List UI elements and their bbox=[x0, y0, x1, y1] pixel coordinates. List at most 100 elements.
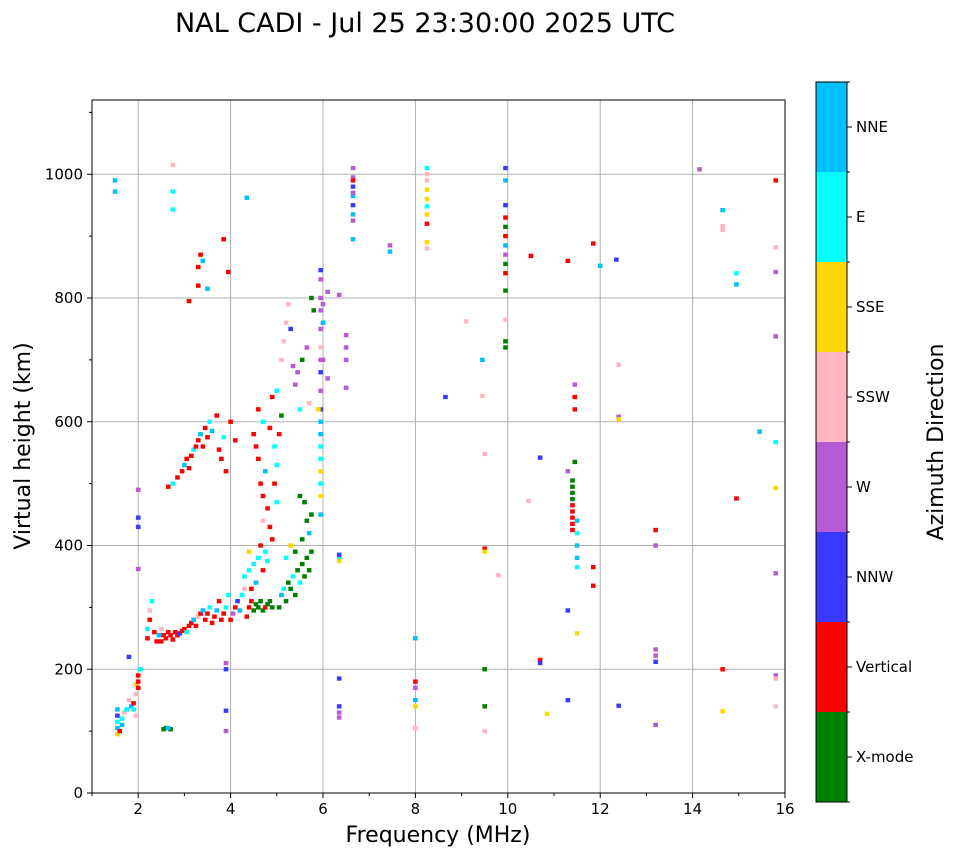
data-point bbox=[115, 725, 120, 731]
data-point bbox=[570, 509, 575, 514]
data-point bbox=[256, 407, 261, 412]
data-point bbox=[590, 564, 596, 570]
data-point bbox=[570, 496, 575, 502]
colorbar-tick-label: W bbox=[856, 478, 871, 496]
data-point bbox=[223, 660, 229, 666]
data-point bbox=[232, 438, 238, 443]
data-point bbox=[147, 608, 153, 613]
data-point bbox=[537, 660, 543, 666]
colorbar-tick-label: Vertical bbox=[856, 658, 912, 676]
data-point bbox=[482, 667, 488, 672]
colorbar-segment bbox=[816, 262, 847, 352]
y-tick-label: 400 bbox=[54, 537, 83, 555]
data-point bbox=[537, 455, 543, 460]
data-point bbox=[773, 440, 779, 445]
data-point bbox=[616, 362, 621, 367]
data-point bbox=[168, 633, 173, 638]
data-point bbox=[126, 654, 132, 660]
data-point bbox=[198, 431, 203, 437]
data-point bbox=[186, 623, 192, 629]
data-point bbox=[202, 617, 208, 622]
data-point bbox=[260, 419, 266, 424]
data-point bbox=[186, 465, 192, 471]
data-point bbox=[191, 447, 196, 452]
data-point bbox=[653, 653, 658, 658]
data-point bbox=[318, 388, 323, 393]
data-point bbox=[221, 237, 226, 242]
data-point bbox=[253, 444, 259, 449]
data-point bbox=[281, 586, 287, 591]
data-point bbox=[773, 485, 779, 491]
data-point bbox=[304, 345, 310, 350]
colorbar-tick-label: SSW bbox=[856, 388, 890, 406]
data-point bbox=[135, 515, 141, 520]
data-point bbox=[279, 357, 284, 363]
data-point bbox=[343, 332, 349, 338]
data-point bbox=[299, 357, 305, 363]
data-point bbox=[286, 302, 291, 307]
data-point bbox=[306, 401, 312, 406]
data-point bbox=[570, 490, 575, 496]
data-point bbox=[424, 240, 430, 245]
data-point bbox=[189, 620, 194, 626]
chart-title: NAL CADI - Jul 25 23:30:00 2025 UTC bbox=[175, 8, 675, 39]
data-point bbox=[480, 393, 485, 398]
data-point bbox=[336, 710, 342, 715]
data-point bbox=[565, 258, 571, 264]
data-point bbox=[350, 193, 356, 199]
data-point bbox=[258, 481, 263, 486]
data-point bbox=[773, 334, 779, 339]
data-point bbox=[503, 215, 508, 220]
colorbar-segment bbox=[816, 442, 847, 532]
data-point bbox=[424, 172, 430, 177]
data-point bbox=[191, 617, 196, 622]
data-point bbox=[165, 725, 171, 731]
data-point bbox=[119, 722, 125, 728]
data-point bbox=[653, 647, 658, 652]
data-point bbox=[258, 543, 263, 548]
data-point bbox=[336, 555, 342, 561]
y-tick-label: 800 bbox=[54, 289, 83, 307]
data-point bbox=[697, 167, 702, 172]
data-point bbox=[205, 435, 210, 440]
colorbar: X-mode Vertical NNW W SSW SSE E NNE bbox=[815, 81, 913, 803]
data-point bbox=[318, 493, 323, 499]
data-point bbox=[424, 187, 430, 192]
data-point bbox=[570, 478, 575, 483]
data-point bbox=[267, 425, 273, 431]
data-point bbox=[265, 506, 270, 511]
data-point bbox=[149, 599, 155, 604]
data-point bbox=[720, 667, 725, 672]
data-point bbox=[262, 605, 268, 610]
colorbar-tick-label: NNE bbox=[856, 118, 888, 136]
data-point bbox=[463, 319, 469, 324]
data-point bbox=[172, 629, 178, 635]
data-point bbox=[200, 444, 206, 449]
data-point bbox=[318, 512, 323, 517]
data-point bbox=[256, 605, 261, 610]
data-point bbox=[336, 552, 342, 557]
data-point bbox=[251, 431, 257, 437]
data-point bbox=[574, 555, 580, 561]
x-axis-label: Frequency (MHz) bbox=[346, 823, 531, 848]
data-point bbox=[482, 728, 488, 734]
data-point bbox=[336, 704, 342, 709]
colorbar-segment bbox=[816, 352, 847, 442]
data-point bbox=[223, 708, 229, 713]
data-point bbox=[207, 419, 213, 424]
data-point bbox=[387, 249, 393, 254]
data-point bbox=[336, 558, 342, 564]
colorbar-tick-label: X-mode bbox=[856, 748, 913, 766]
data-point bbox=[343, 345, 349, 350]
data-point bbox=[318, 308, 323, 313]
y-axis-label: Virtual height (km) bbox=[11, 342, 36, 549]
data-point bbox=[299, 561, 305, 567]
data-point bbox=[154, 639, 159, 644]
data-point bbox=[480, 357, 485, 363]
data-point bbox=[306, 568, 312, 573]
data-point bbox=[720, 709, 725, 714]
data-point bbox=[126, 698, 132, 703]
data-point bbox=[112, 189, 118, 194]
data-point bbox=[156, 633, 162, 638]
data-point bbox=[570, 521, 575, 527]
